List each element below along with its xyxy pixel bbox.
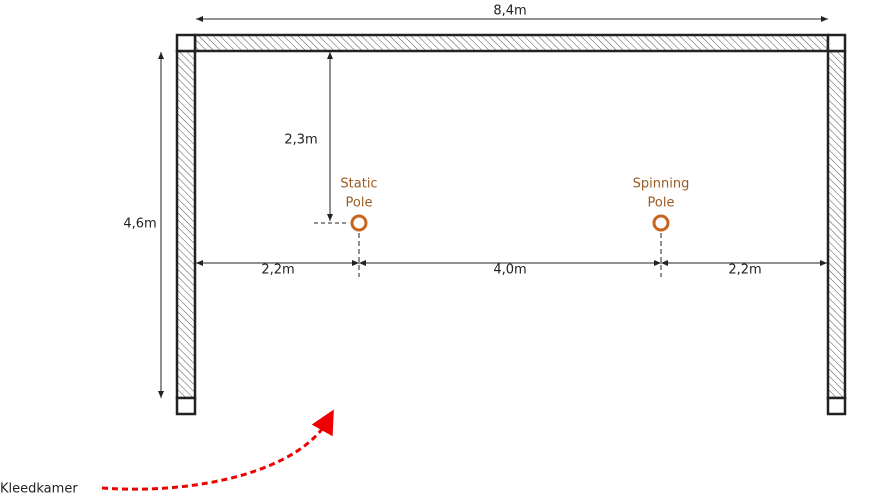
width-label: 8,4m xyxy=(493,4,526,19)
dimension-lines xyxy=(158,16,828,398)
pole-label: Static xyxy=(340,177,377,192)
static-pole xyxy=(350,214,368,232)
pole-label: Pole xyxy=(648,196,675,211)
spinning-pole xyxy=(652,214,670,232)
pole-offset-label: 2,3m xyxy=(284,133,317,148)
walls xyxy=(175,33,847,416)
height-label: 4,6m xyxy=(123,217,156,232)
pole-label: Spinning xyxy=(633,177,690,192)
pole-label: Pole xyxy=(346,196,373,211)
entrance-label: Kleedkamer xyxy=(0,482,78,497)
left-gap-label: 2,2m xyxy=(261,263,294,278)
right-gap-label: 2,2m xyxy=(728,263,761,278)
entrance-arrow xyxy=(101,409,334,491)
pole-gap-label: 4,0m xyxy=(493,263,526,278)
